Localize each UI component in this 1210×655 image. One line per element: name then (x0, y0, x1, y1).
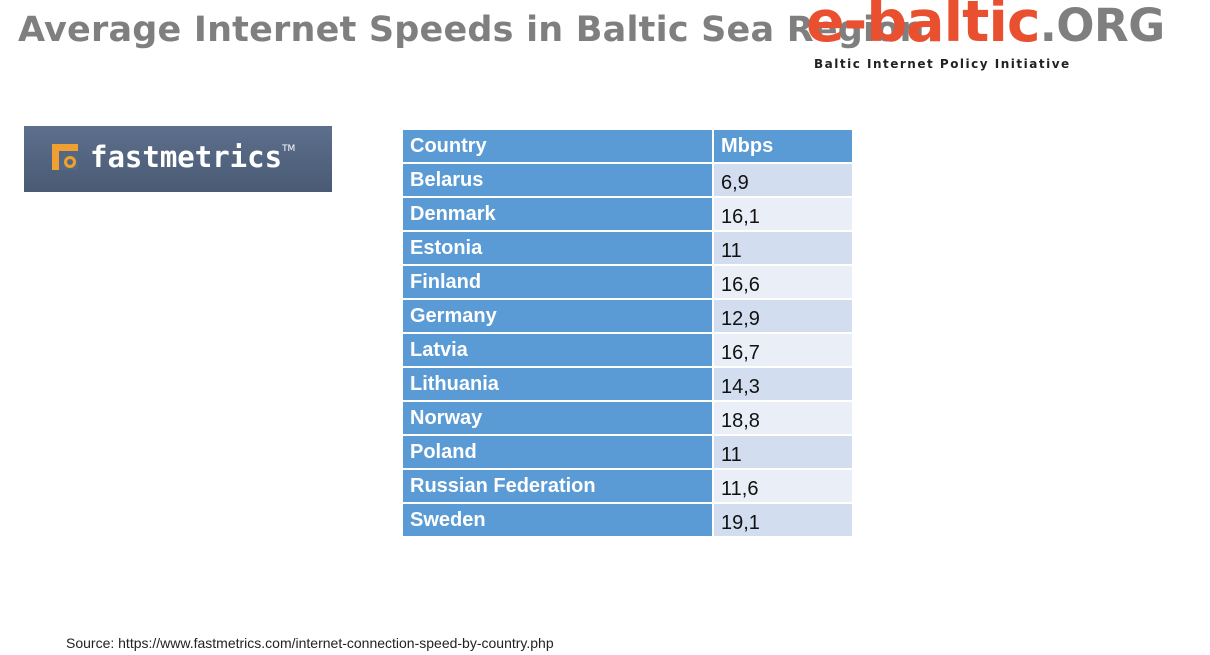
fastmetrics-logo: fastmetricsTM (24, 126, 332, 192)
page-title: Average Internet Speeds in Baltic Sea Re… (18, 10, 925, 50)
country-cell: Latvia (401, 332, 714, 368)
mbps-cell: 14,3 (712, 366, 854, 402)
fastmetrics-mark-icon (52, 144, 78, 170)
country-cell: Lithuania (401, 366, 714, 402)
column-header-mbps: Mbps (712, 128, 854, 164)
country-cell: Denmark (401, 196, 714, 232)
table-row: Estonia 11 (401, 230, 854, 266)
country-cell: Poland (401, 434, 714, 470)
mbps-cell: 12,9 (712, 298, 854, 334)
brand-tagline: Baltic Internet Policy Initiative (814, 57, 1071, 71)
table-row: Finland 16,6 (401, 264, 854, 300)
source-note: Source: https://www.fastmetrics.com/inte… (66, 635, 554, 651)
country-cell: Norway (401, 400, 714, 436)
mbps-cell: 6,9 (712, 162, 854, 198)
e-baltic-logo: e-baltic.ORG Baltic Internet Policy Init… (806, 0, 1210, 75)
fastmetrics-name: fastmetricsTM (90, 140, 295, 174)
table-row: Belarus 6,9 (401, 162, 854, 198)
table-row: Lithuania 14,3 (401, 366, 854, 402)
country-cell: Estonia (401, 230, 714, 266)
fastmetrics-wordmark: fastmetrics (90, 140, 283, 174)
table-row: Sweden 19,1 (401, 502, 854, 538)
table-row: Poland 11 (401, 434, 854, 470)
speed-table: Country Mbps Belarus 6,9 Denmark 16,1 Estoni… (401, 128, 854, 538)
table-row: Norway 18,8 (401, 400, 854, 436)
country-cell: Germany (401, 298, 714, 334)
table-header-row: Country Mbps (401, 128, 854, 164)
table-body: Belarus 6,9 Denmark 16,1 Estonia 11 Finland 16,… (401, 162, 854, 538)
table-row: Latvia 16,7 (401, 332, 854, 368)
brand-wordmark: e-baltic.ORG (806, 0, 1165, 51)
mbps-cell: 16,6 (712, 264, 854, 300)
brand-tld: .ORG (1039, 0, 1165, 52)
mbps-cell: 16,7 (712, 332, 854, 368)
mbps-cell: 11,6 (712, 468, 854, 504)
table-row: Germany 12,9 (401, 298, 854, 334)
table-row: Russian Federation 11,6 (401, 468, 854, 504)
country-cell: Belarus (401, 162, 714, 198)
country-cell: Finland (401, 264, 714, 300)
mbps-cell: 19,1 (712, 502, 854, 538)
brand-name: e-baltic (806, 0, 1041, 55)
table-row: Denmark 16,1 (401, 196, 854, 232)
mbps-cell: 11 (712, 230, 854, 266)
country-cell: Russian Federation (401, 468, 714, 504)
mbps-cell: 18,8 (712, 400, 854, 436)
country-cell: Sweden (401, 502, 714, 538)
column-header-country: Country (401, 128, 714, 164)
fastmetrics-tm: TM (282, 144, 296, 154)
mbps-cell: 11 (712, 434, 854, 470)
mbps-cell: 16,1 (712, 196, 854, 232)
